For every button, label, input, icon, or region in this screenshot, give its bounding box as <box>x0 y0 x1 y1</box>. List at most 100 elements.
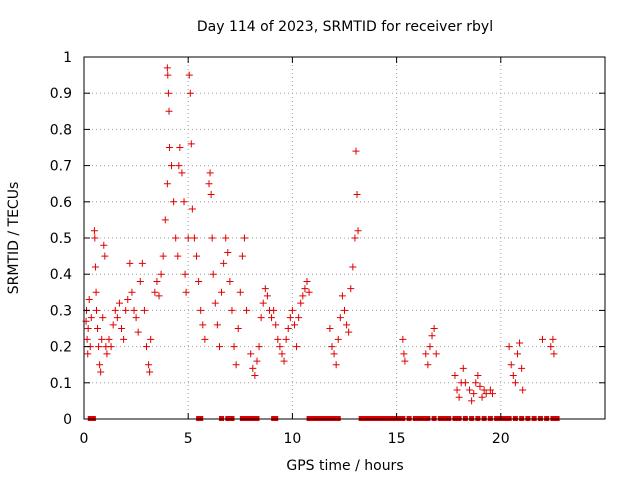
data-point <box>486 386 494 394</box>
data-point <box>195 277 203 285</box>
data-point <box>93 306 101 314</box>
data-point <box>301 285 309 293</box>
data-point <box>122 306 130 314</box>
data-point <box>519 386 527 394</box>
data-point <box>474 372 482 380</box>
data-point <box>157 270 165 278</box>
data-point <box>284 325 292 332</box>
data-point <box>103 350 111 358</box>
data-point <box>550 350 558 358</box>
data-point <box>430 325 438 332</box>
x-tick-label: 0 <box>80 431 89 447</box>
data-point <box>511 379 519 387</box>
data-point <box>168 162 176 170</box>
x-tick-label: 5 <box>184 431 193 447</box>
data-point <box>143 343 151 351</box>
data-point <box>211 299 219 307</box>
data-point <box>96 361 104 369</box>
data-point <box>472 379 480 387</box>
data-point <box>513 350 521 358</box>
data-point <box>163 64 171 72</box>
x-axis-title: GPS time / hours <box>286 458 403 474</box>
data-point <box>205 180 213 188</box>
data-point <box>253 357 261 365</box>
data-point <box>165 144 173 151</box>
data-point <box>334 335 342 343</box>
data-point <box>87 314 95 322</box>
data-point <box>255 343 263 351</box>
data-point <box>115 299 123 307</box>
data-point <box>276 343 284 351</box>
y-tick-label: 0 <box>63 412 72 428</box>
data-point <box>213 321 221 329</box>
data-point <box>547 343 555 351</box>
data-point <box>232 361 240 369</box>
x-tick-label: 15 <box>388 431 406 447</box>
data-point <box>85 296 93 304</box>
data-point <box>478 393 486 401</box>
data-point <box>538 335 546 343</box>
data-point <box>426 343 434 351</box>
data-point <box>84 325 92 332</box>
data-point <box>163 180 171 188</box>
data-point <box>272 321 280 329</box>
data-point <box>288 306 296 314</box>
data-point <box>118 325 126 332</box>
data-point <box>470 390 478 398</box>
data-point <box>247 350 255 358</box>
data-point <box>126 259 134 267</box>
data-point <box>509 372 517 380</box>
data-point <box>516 339 524 347</box>
data-point <box>507 361 515 369</box>
grid <box>84 57 605 419</box>
data-point <box>338 292 346 300</box>
data-point <box>505 343 513 351</box>
data-point <box>201 335 209 343</box>
data-point <box>259 299 267 307</box>
data-point <box>145 361 153 369</box>
data-point <box>274 335 282 343</box>
data-point <box>98 335 106 343</box>
data-point <box>261 285 269 293</box>
data-point <box>92 288 100 296</box>
data-point <box>90 227 98 235</box>
data-points <box>82 64 560 421</box>
data-point <box>95 343 103 351</box>
data-point <box>180 198 188 206</box>
data-point <box>234 325 242 332</box>
data-point <box>138 259 146 267</box>
data-point <box>303 277 311 285</box>
data-point <box>299 292 307 300</box>
data-point <box>207 191 215 199</box>
y-tick-label: 0.5 <box>50 231 72 247</box>
data-point <box>432 350 440 358</box>
data-point <box>422 350 430 358</box>
data-point <box>178 169 186 177</box>
y-tick-label: 0.1 <box>50 376 72 392</box>
data-point <box>488 390 496 398</box>
data-point <box>187 140 195 148</box>
data-point <box>159 252 167 260</box>
data-point <box>84 350 92 358</box>
data-point <box>268 314 276 322</box>
data-point <box>109 321 117 329</box>
data-point <box>243 306 251 314</box>
data-point <box>263 292 271 300</box>
data-point <box>343 321 351 329</box>
data-point <box>295 314 303 322</box>
data-point <box>91 263 99 271</box>
data-point <box>120 335 128 343</box>
data-point <box>182 288 190 296</box>
data-point <box>151 288 159 296</box>
data-point <box>466 386 474 394</box>
data-point <box>97 368 105 376</box>
data-point <box>165 107 173 115</box>
data-point <box>111 306 119 314</box>
data-point <box>170 198 178 206</box>
data-point <box>326 325 334 332</box>
data-point <box>330 350 338 358</box>
chart-title: Day 114 of 2023, SRMTID for receiver rby… <box>197 19 493 35</box>
data-point <box>105 335 113 343</box>
data-point <box>134 328 142 336</box>
